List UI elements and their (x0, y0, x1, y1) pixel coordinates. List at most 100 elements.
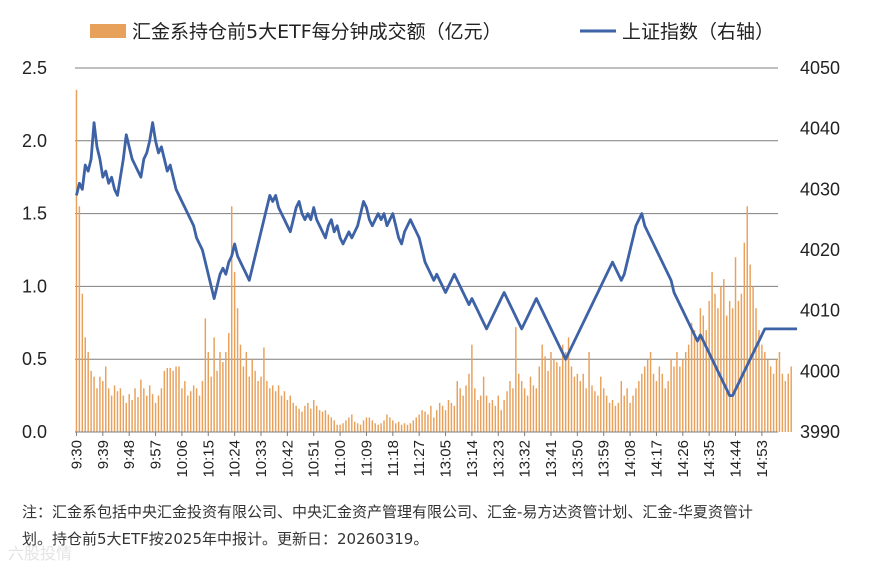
bar (652, 373, 655, 432)
bar (248, 376, 251, 432)
bar (192, 385, 195, 432)
bar (693, 330, 696, 432)
bar (661, 373, 664, 432)
bar (670, 359, 672, 432)
bar (354, 421, 356, 432)
bar (447, 399, 450, 432)
bar (494, 405, 497, 432)
bar (424, 411, 426, 432)
bar (696, 337, 699, 432)
bar (491, 399, 494, 432)
bar (201, 381, 204, 432)
bar (339, 424, 341, 432)
bar (198, 395, 201, 432)
bar (441, 405, 444, 432)
bar (605, 395, 608, 432)
bar (570, 366, 573, 432)
footnote: 注：汇金系包括中央汇金投资有限公司、中央汇金资产管理有限公司、汇金-易方达资管计… (22, 499, 852, 553)
bar (175, 366, 177, 432)
bar (351, 414, 353, 432)
bar (219, 351, 221, 432)
x-tick-label: 9:57 (148, 440, 165, 469)
bar (711, 271, 713, 432)
bar (679, 366, 681, 432)
bar (298, 408, 300, 432)
bar (708, 300, 710, 432)
bar (784, 381, 787, 432)
bar (295, 405, 297, 432)
y-right-tick-label: 4010 (800, 301, 840, 321)
bar (187, 395, 189, 432)
x-tick-label: 14:17 (648, 440, 665, 478)
x-tick-label: 10:33 (253, 440, 270, 478)
bar (368, 417, 371, 432)
bar (216, 370, 218, 432)
x-tick-label: 9:39 (95, 440, 112, 469)
bar (395, 423, 397, 432)
bar (78, 206, 81, 432)
bar (210, 376, 212, 432)
bar (119, 388, 122, 432)
footnote-line-2: 划。持仓前5大ETF按2025年中报计。更新日：20260319。 (22, 530, 429, 548)
bar (242, 366, 245, 432)
bar (690, 322, 693, 432)
bar (403, 423, 406, 432)
x-tick-label: 11:00 (332, 440, 349, 476)
bar (643, 366, 646, 432)
bar (289, 395, 292, 432)
x-tick-label: 9:48 (121, 440, 138, 469)
bar (726, 315, 728, 432)
bar (169, 367, 171, 432)
bar (301, 411, 303, 432)
bar (582, 373, 584, 432)
x-tick-label: 13:32 (517, 440, 534, 478)
bar (520, 381, 523, 432)
x-tick-label: 10:51 (306, 440, 323, 478)
bar (705, 330, 707, 432)
bar (140, 379, 142, 432)
bar (471, 344, 473, 432)
x-tick-label: 11:27 (411, 440, 428, 476)
bar (195, 388, 198, 432)
bar (269, 388, 271, 432)
bar (304, 405, 306, 432)
bar (632, 395, 634, 432)
bar (699, 308, 702, 432)
bar (283, 391, 286, 432)
bar (488, 402, 491, 432)
bar (397, 421, 400, 432)
bar (430, 405, 432, 432)
bar (685, 351, 687, 432)
bar (682, 359, 684, 432)
bar (550, 351, 552, 432)
bar (154, 402, 157, 432)
bar (336, 424, 338, 432)
y-right-tick-label: 4020 (800, 240, 840, 260)
x-tick-label: 13:05 (438, 440, 455, 478)
x-tick-label: 13:59 (596, 440, 613, 478)
bar (315, 405, 318, 432)
bar (371, 420, 374, 432)
bar (260, 376, 262, 432)
bar (228, 332, 230, 432)
bar (526, 395, 529, 432)
bar (204, 318, 207, 432)
bar (102, 381, 104, 432)
bar (608, 402, 611, 432)
y-right-tick-label: 4000 (800, 361, 840, 381)
bar (81, 293, 84, 432)
bar (626, 388, 628, 432)
bar (456, 381, 458, 432)
bar (310, 408, 312, 432)
bar (755, 308, 757, 432)
bar (409, 423, 412, 432)
bar (107, 388, 110, 432)
bar (163, 370, 166, 432)
bar (230, 206, 233, 432)
bar (148, 385, 151, 432)
bar (312, 399, 315, 432)
bar (178, 366, 180, 432)
bar (146, 395, 148, 432)
bar (556, 362, 558, 432)
bar (128, 394, 130, 432)
